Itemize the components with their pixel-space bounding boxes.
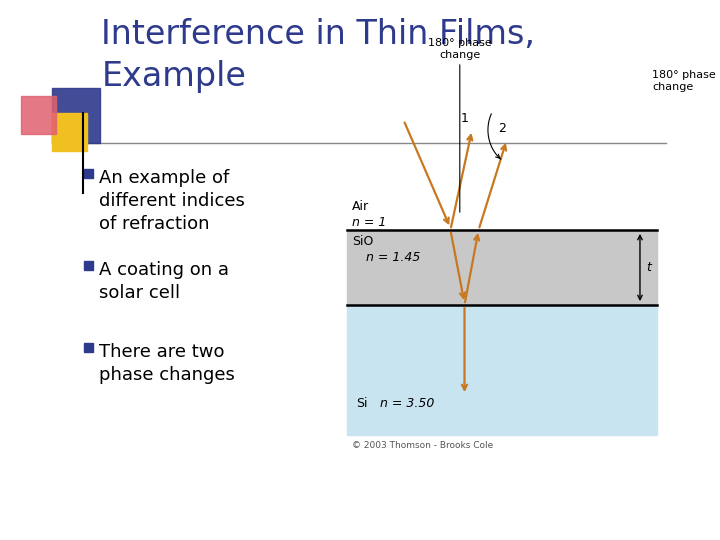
- Text: 180° phase
change: 180° phase change: [428, 38, 492, 60]
- Text: Example: Example: [102, 60, 246, 93]
- Text: Si: Si: [356, 397, 368, 410]
- Bar: [347, 305, 657, 435]
- Text: 1: 1: [461, 112, 469, 125]
- Bar: [84, 261, 93, 270]
- Text: 180° phase
change: 180° phase change: [652, 70, 716, 92]
- Bar: [84, 169, 93, 178]
- Text: A coating on a
solar cell: A coating on a solar cell: [99, 261, 230, 302]
- Text: Air: Air: [352, 200, 369, 213]
- Text: t: t: [647, 261, 652, 274]
- Text: There are two
phase changes: There are two phase changes: [99, 343, 235, 384]
- Text: Interference in Thin Films,: Interference in Thin Films,: [102, 18, 536, 51]
- Bar: [347, 230, 657, 305]
- Text: © 2003 Thomson - Brooks Cole: © 2003 Thomson - Brooks Cole: [352, 441, 493, 450]
- Text: 2: 2: [498, 122, 506, 135]
- Bar: [84, 343, 93, 352]
- Text: n = 1.45: n = 1.45: [366, 251, 420, 264]
- Text: An example of
different indices
of refraction: An example of different indices of refra…: [99, 169, 246, 233]
- Text: n = 1: n = 1: [352, 216, 386, 229]
- Text: n = 3.50: n = 3.50: [380, 397, 434, 410]
- Bar: [52, 88, 100, 143]
- Text: SiO: SiO: [352, 235, 373, 248]
- Bar: [21, 96, 56, 134]
- Bar: [52, 113, 87, 151]
